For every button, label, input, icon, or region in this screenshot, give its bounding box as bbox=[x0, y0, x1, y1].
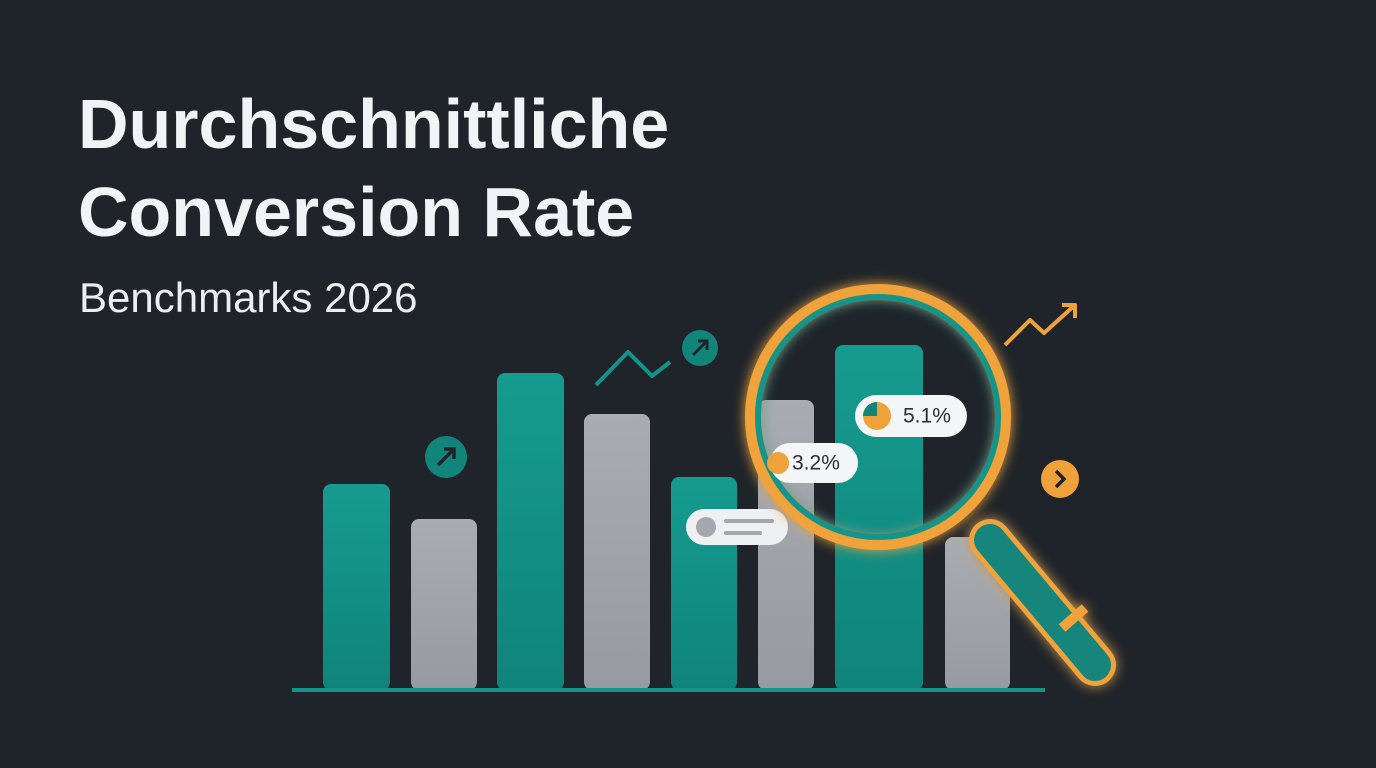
trend-line bbox=[594, 350, 672, 387]
bar bbox=[671, 477, 737, 690]
arrow-glyph bbox=[436, 447, 456, 467]
badge-pill bbox=[770, 443, 858, 483]
subtitle: Benchmarks 2026 bbox=[79, 274, 418, 321]
handle-band bbox=[1058, 604, 1089, 632]
bar bbox=[323, 484, 390, 690]
bar bbox=[584, 414, 650, 690]
handle bbox=[974, 524, 1111, 681]
magnifier bbox=[745, 284, 1116, 686]
lens-ring bbox=[745, 284, 1011, 550]
bar bbox=[411, 519, 477, 690]
arrow-glyph bbox=[691, 339, 709, 357]
decorations bbox=[425, 303, 1079, 545]
badge-label: 5.1% bbox=[903, 405, 951, 428]
title-line: Durchschnittliche bbox=[78, 85, 669, 163]
pie-slice bbox=[863, 402, 877, 416]
placeholder-pill bbox=[686, 509, 788, 545]
placeholder-dot bbox=[696, 517, 716, 537]
pie-icon bbox=[767, 452, 789, 474]
trend-line bbox=[1003, 303, 1077, 347]
lens-inner-ring bbox=[755, 294, 1001, 540]
badge-label: 3.2% bbox=[792, 452, 840, 475]
next-icon bbox=[1041, 460, 1079, 498]
badge: 5.1% bbox=[855, 395, 967, 437]
badge: 3.2% bbox=[767, 443, 858, 483]
bar bbox=[497, 373, 564, 690]
chevron bbox=[1054, 469, 1067, 489]
title-line: Conversion Rate bbox=[78, 173, 634, 251]
